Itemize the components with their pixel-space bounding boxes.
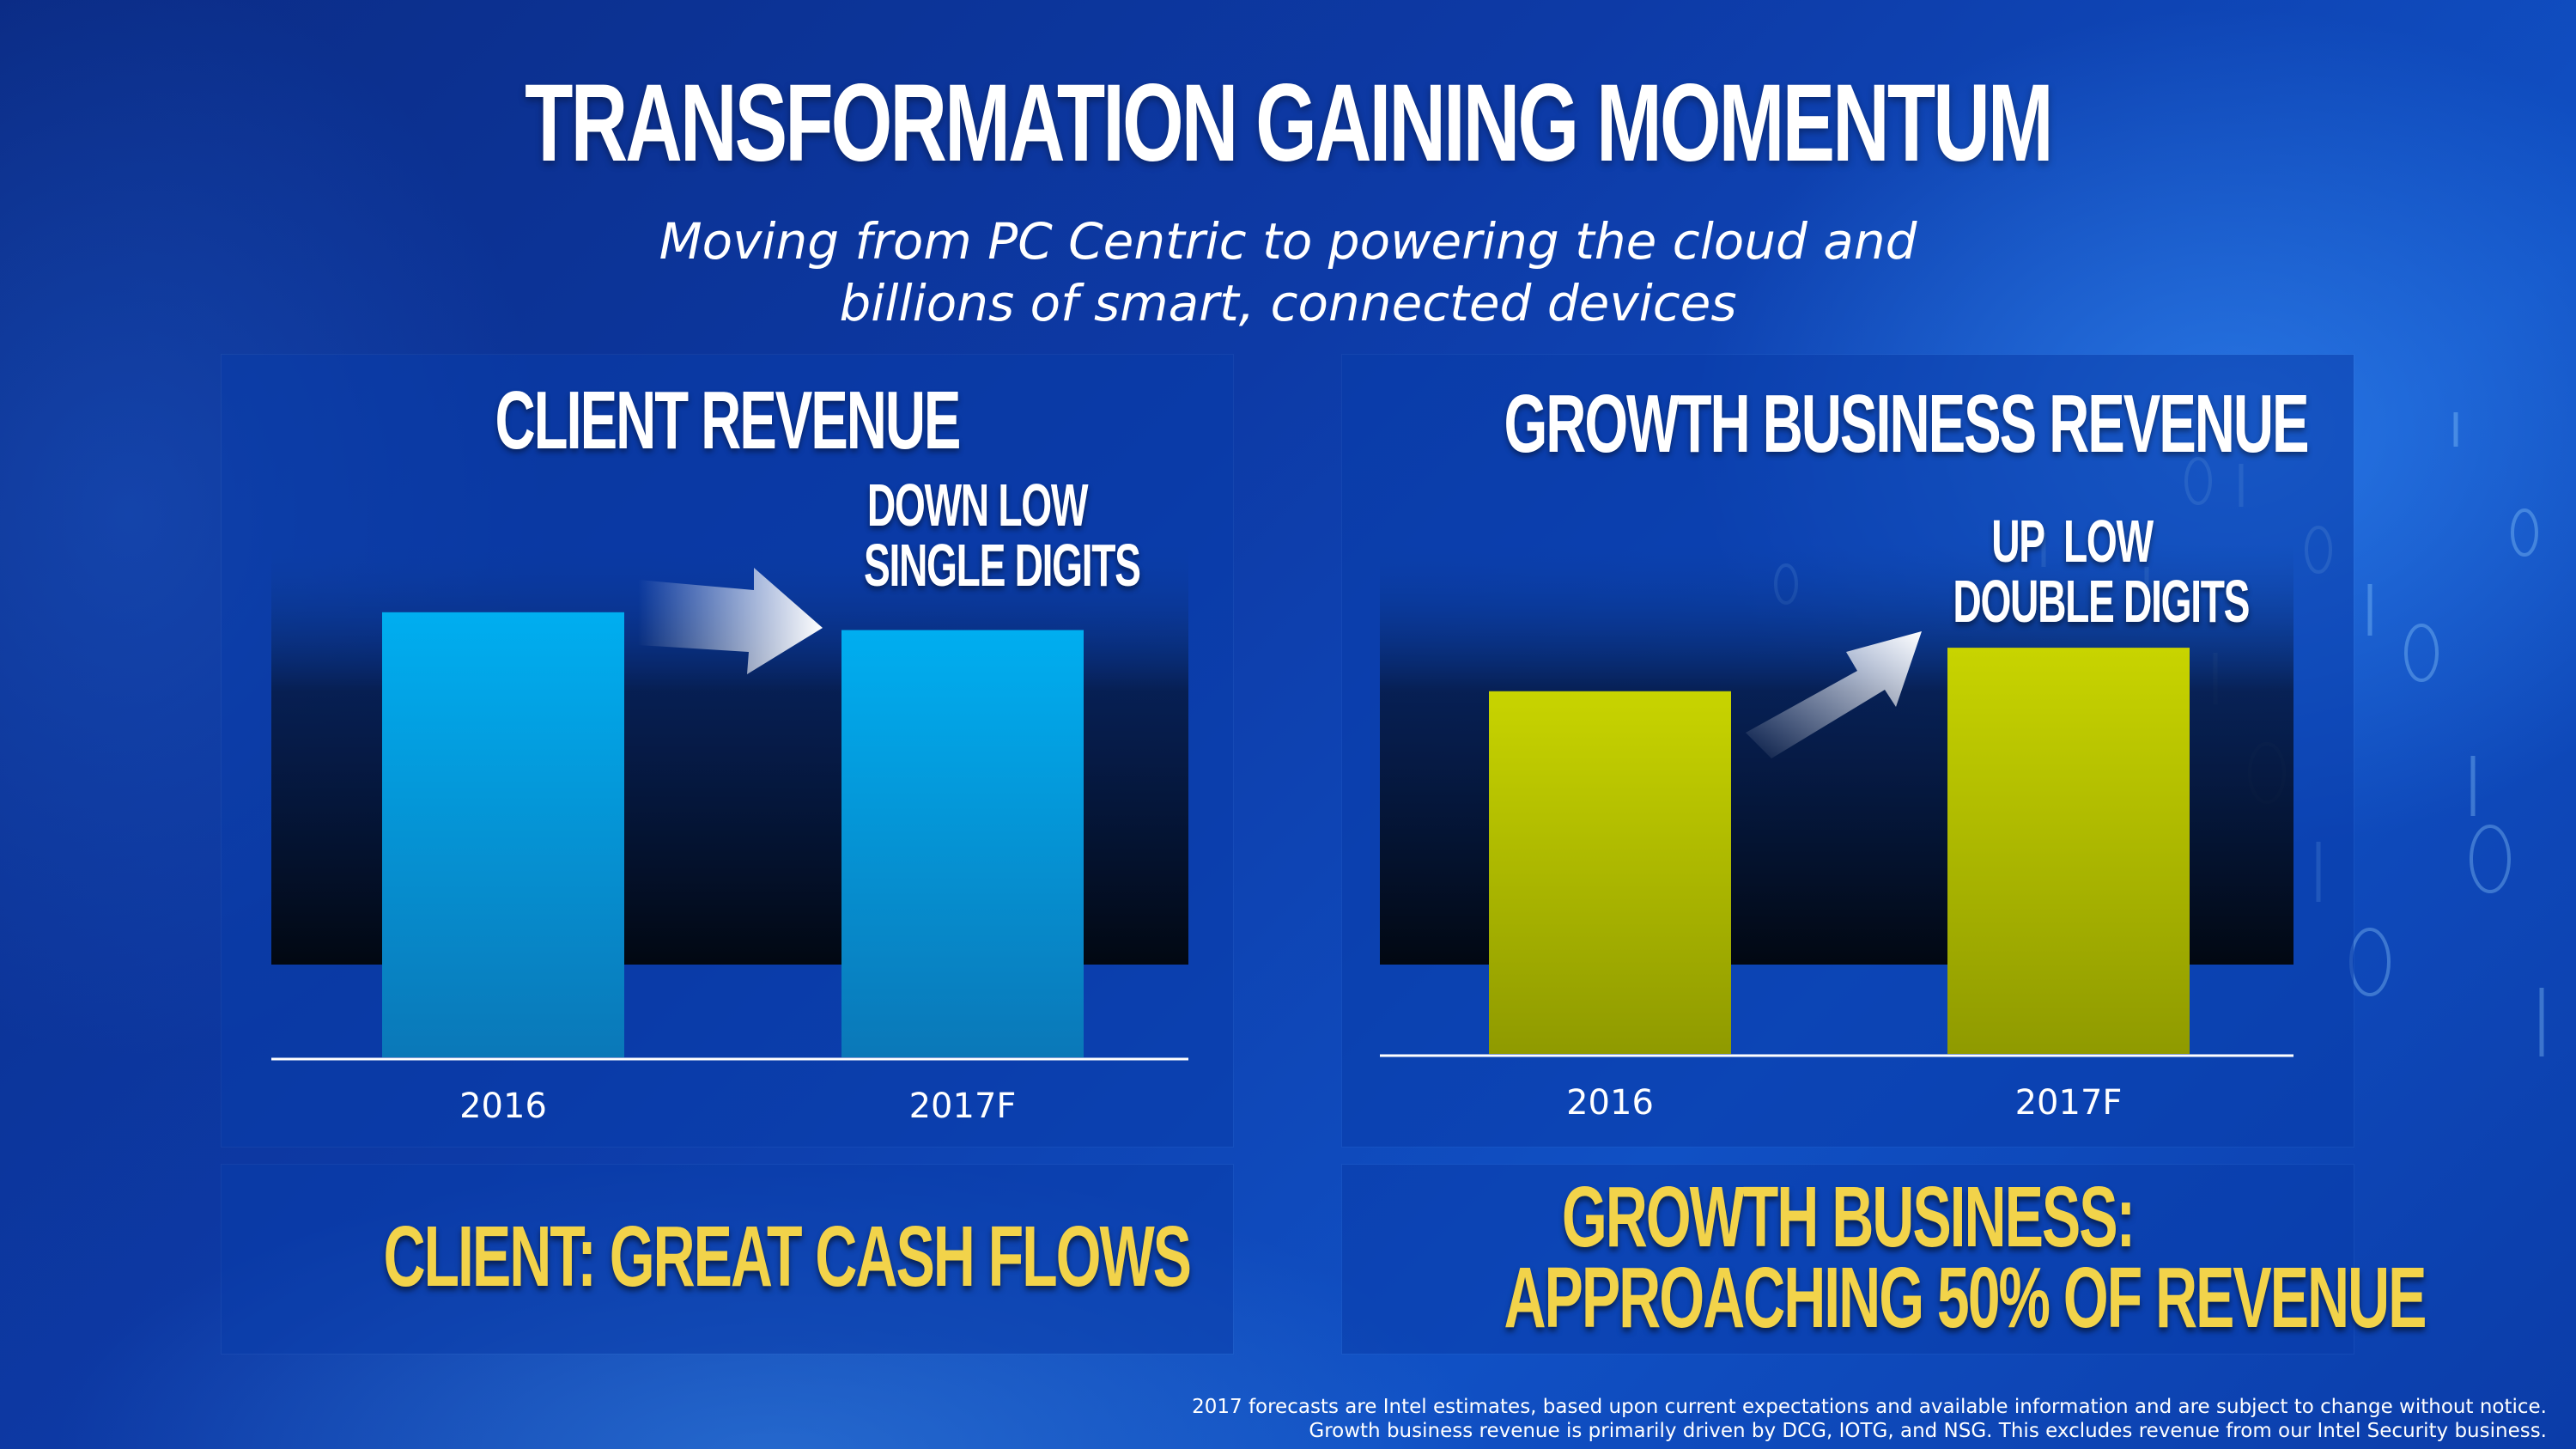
client-revenue-panel: 2016 2017F CLIENT REVENUE DOWN LOW SINGLE…	[222, 355, 1233, 1147]
annotation-line-1: DOWN LOW	[866, 472, 1089, 539]
annotation-line-2: DOUBLE DIGITS	[1953, 568, 2250, 635]
bar-2017f	[841, 630, 1084, 1057]
chart-title: GROWTH BUSINESS REVENUE	[1504, 378, 2309, 470]
annotation-line-2: SINGLE DIGITS	[864, 532, 1141, 599]
subtitle-line-2: billions of smart, connected devices	[839, 274, 1737, 332]
growth-business-revenue-chart: 2016 2017F	[1380, 544, 2293, 1123]
x-tick-label-2016: 2016	[1566, 1083, 1654, 1123]
client-footer-text: CLIENT: GREAT CASH FLOWS	[383, 1209, 1192, 1305]
slide-subtitle: Moving from PC Centric to powering the c…	[429, 210, 2147, 334]
bar-2017f	[1947, 648, 2190, 1054]
bar-2016	[382, 612, 624, 1057]
growth-footer-line-1: GROWTH BUSINESS:	[1561, 1169, 2136, 1265]
disclaimer-line-2: Growth business revenue is primarily dri…	[1309, 1420, 2547, 1442]
disclaimer-line-1: 2017 forecasts are Intel estimates, base…	[1192, 1396, 2547, 1418]
bars	[382, 612, 1084, 1057]
growth-footer-panel: GROWTH BUSINESS: APPROACHING 50% OF REVE…	[1342, 1165, 2427, 1354]
x-tick-label-2017f: 2017F	[909, 1087, 1017, 1126]
bars	[1489, 648, 2190, 1054]
x-axis-labels: 2016 2017F	[1566, 1083, 2122, 1123]
x-tick-label-2017f: 2017F	[2015, 1083, 2123, 1123]
slide-title: TRANSFORMATION GAINING MOMENTUM	[525, 62, 2054, 185]
trend-arrow	[638, 568, 823, 674]
growth-business-revenue-panel: 2016 2017F GROWTH BUSINESS REVENUE UP LOW…	[1342, 355, 2354, 1147]
client-revenue-chart: 2016 2017F	[271, 544, 1188, 1126]
annotation-down-low-single-digits: DOWN LOW SINGLE DIGITS	[864, 472, 1141, 599]
disclaimer: 2017 forecasts are Intel estimates, base…	[1087, 1395, 2547, 1443]
client-footer-panel: CLIENT: GREAT CASH FLOWS	[222, 1165, 1233, 1354]
x-tick-label-2016: 2016	[459, 1087, 547, 1126]
annotation-up-low-double-digits: UP LOW DOUBLE DIGITS	[1953, 508, 2250, 635]
chart-title: CLIENT REVENUE	[495, 374, 962, 466]
x-axis-labels: 2016 2017F	[459, 1087, 1016, 1126]
trend-arrow	[1746, 631, 1922, 758]
bar-2016	[1489, 691, 1731, 1054]
annotation-line-1: UP LOW	[1991, 508, 2154, 575]
subtitle-line-1: Moving from PC Centric to powering the c…	[659, 212, 1917, 271]
growth-footer-line-2: APPROACHING 50% OF REVENUE	[1504, 1250, 2427, 1346]
